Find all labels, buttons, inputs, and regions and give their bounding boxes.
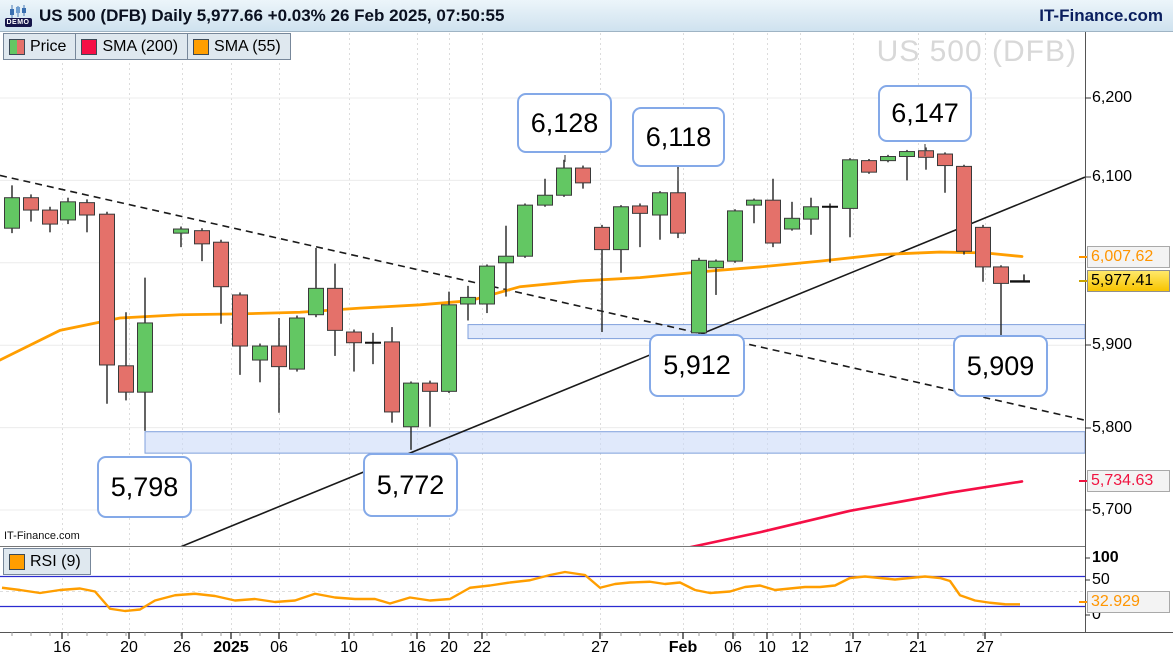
x-axis-label: 10 bbox=[758, 639, 776, 656]
x-axis-label: 10 bbox=[340, 639, 358, 656]
x-axis-label: 17 bbox=[844, 639, 862, 656]
x-axis-label: Feb bbox=[668, 639, 698, 656]
demo-chart-icon: DEMO bbox=[4, 2, 32, 30]
sma55-swatch-icon bbox=[193, 38, 210, 55]
y-axis-label: 6,200 bbox=[1092, 89, 1133, 106]
brand-link[interactable]: IT-Finance.com bbox=[1039, 5, 1163, 25]
price-badge: 5,734.63 bbox=[1087, 470, 1170, 492]
y-axis-label: 6,100 bbox=[1092, 168, 1133, 185]
legend-price-label: Price bbox=[30, 37, 67, 55]
rsi-axis-label: 100 bbox=[1092, 549, 1119, 566]
x-axis-label: 26 bbox=[173, 639, 191, 656]
chart-title: US 500 (DFB) Daily 5,977.66 +0.03% 26 Fe… bbox=[39, 5, 505, 25]
rsi-axis-label: 0 bbox=[1092, 606, 1101, 623]
x-axis-label: 21 bbox=[909, 639, 927, 656]
price-callout[interactable]: 5,798 bbox=[97, 456, 192, 518]
y-axis-label: 5,700 bbox=[1092, 501, 1133, 518]
price-badge: 6,007.62 bbox=[1087, 246, 1170, 268]
x-axis-label: 06 bbox=[270, 639, 288, 656]
rsi-axis-label: 50 bbox=[1092, 571, 1110, 588]
x-axis-label: 16 bbox=[53, 639, 71, 656]
x-axis-label: 06 bbox=[724, 639, 742, 656]
x-axis-label: 16 bbox=[408, 639, 426, 656]
x-axis-label: 20 bbox=[120, 639, 138, 656]
y-axis-label: 5,900 bbox=[1092, 336, 1133, 353]
price-callout[interactable]: 5,772 bbox=[363, 453, 458, 517]
x-axis-label: 27 bbox=[976, 639, 994, 656]
price-callout[interactable]: 6,147 bbox=[878, 85, 972, 142]
x-axis-label: 22 bbox=[473, 639, 491, 656]
title-bar: DEMO US 500 (DFB) Daily 5,977.66 +0.03% … bbox=[0, 0, 1173, 32]
legend-sma200[interactable]: SMA (200) bbox=[75, 33, 189, 60]
mini-candles-icon bbox=[10, 4, 26, 18]
legend-rsi-label: RSI (9) bbox=[30, 552, 81, 570]
price-badge: 5,977.41 bbox=[1087, 270, 1170, 292]
x-axis-label: 2025 bbox=[213, 639, 249, 656]
price-callout[interactable]: 6,118 bbox=[632, 107, 725, 167]
sma200-swatch-icon bbox=[81, 38, 98, 55]
instrument-watermark: US 500 (DFB) bbox=[876, 35, 1077, 68]
indicator-legend: Price SMA (200) SMA (55) bbox=[3, 33, 291, 60]
price-callout[interactable]: 6,128 bbox=[517, 93, 612, 153]
legend-sma55-label: SMA (55) bbox=[214, 37, 281, 55]
x-axis-label: 20 bbox=[440, 639, 458, 656]
price-callout[interactable]: 5,912 bbox=[649, 334, 745, 397]
legend-rsi[interactable]: RSI (9) bbox=[3, 548, 91, 575]
price-swatch-icon bbox=[9, 38, 25, 55]
y-axis-label: 5,800 bbox=[1092, 419, 1133, 436]
x-axis-label: 12 bbox=[791, 639, 809, 656]
x-axis-label: 27 bbox=[591, 639, 609, 656]
demo-badge: DEMO bbox=[4, 17, 32, 27]
price-callout[interactable]: 5,909 bbox=[953, 335, 1048, 397]
legend-sma55[interactable]: SMA (55) bbox=[187, 33, 291, 60]
legend-price[interactable]: Price bbox=[3, 33, 77, 60]
price-badge: 32.929 bbox=[1087, 591, 1170, 613]
chart-footnote: IT-Finance.com bbox=[4, 530, 80, 542]
legend-sma200-label: SMA (200) bbox=[102, 37, 179, 55]
rsi-swatch-icon bbox=[9, 553, 25, 570]
